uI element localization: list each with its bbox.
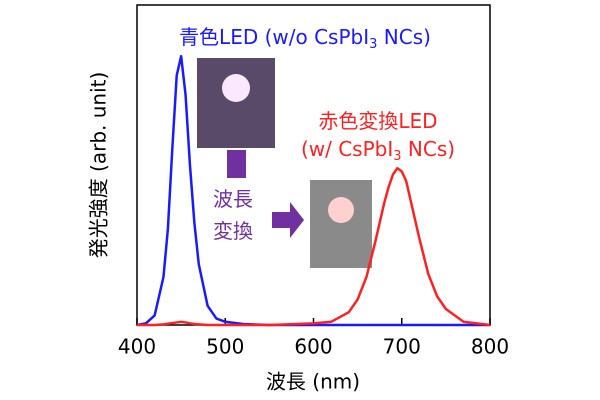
annotation: 波長 bbox=[213, 187, 253, 211]
x-axis-label: 波長 (nm) bbox=[266, 370, 360, 394]
annotation: (w/ CsPbI3 NCs) bbox=[301, 137, 455, 164]
annotation-text: 青色LED (w/o CsPbI bbox=[179, 25, 369, 49]
annotation-subscript: 3 bbox=[393, 149, 401, 164]
photo-red-led bbox=[310, 180, 372, 268]
x-tick-label: 700 bbox=[383, 335, 421, 359]
series-line bbox=[137, 166, 491, 327]
x-tick-label: 600 bbox=[294, 335, 332, 359]
annotation-text: 変換 bbox=[213, 219, 253, 243]
photo-blue-led bbox=[197, 58, 275, 148]
x-tick-label: 800 bbox=[471, 335, 509, 359]
annotation-subscript: 3 bbox=[369, 37, 377, 52]
annotation-text: 波長 bbox=[213, 187, 253, 211]
annotation-text: (w/ CsPbI bbox=[301, 137, 393, 161]
photo-glow bbox=[222, 74, 250, 102]
y-axis-label: 発光強度 (arb. unit) bbox=[87, 72, 111, 259]
arrow bbox=[272, 202, 304, 238]
annotation-text: NCs) bbox=[377, 25, 431, 49]
annotation: 青色LED (w/o CsPbI3 NCs) bbox=[179, 25, 431, 52]
x-tick-label: 400 bbox=[118, 335, 156, 359]
annotation: 赤色変換LED bbox=[318, 109, 437, 133]
series-line bbox=[136, 54, 490, 327]
photo-glow bbox=[328, 197, 354, 223]
annotation-text: 赤色変換LED bbox=[318, 109, 437, 133]
x-tick-label: 500 bbox=[206, 335, 244, 359]
connector bbox=[227, 150, 246, 178]
annotation: 変換 bbox=[213, 219, 253, 243]
annotation-text: NCs) bbox=[402, 137, 456, 161]
